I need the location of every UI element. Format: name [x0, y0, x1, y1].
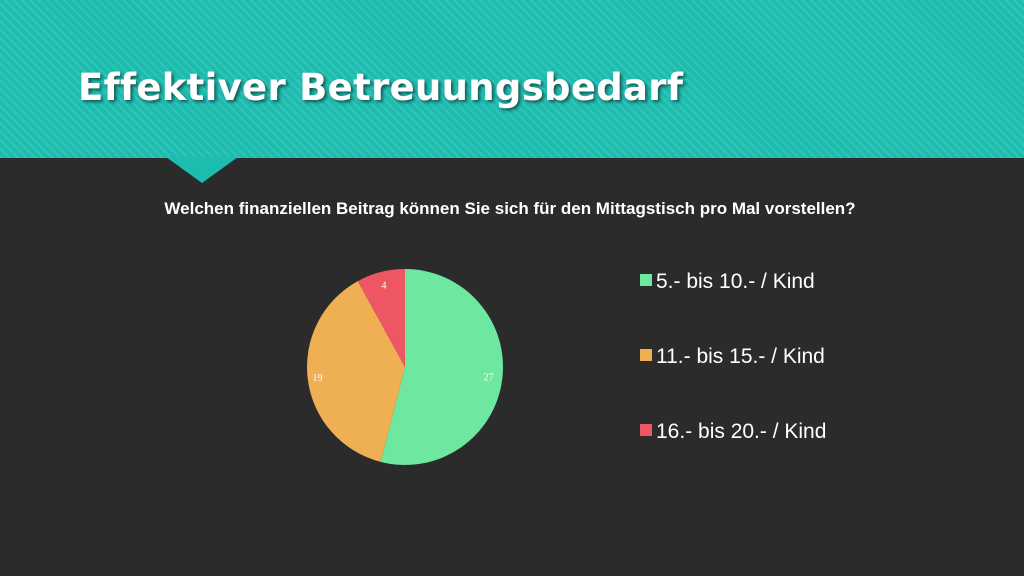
legend-item-1: 5.- bis 10.- / Kind: [640, 268, 940, 343]
legend-item-2: 11.- bis 15.- / Kind: [640, 343, 940, 418]
pie-data-label-2: 19: [312, 373, 322, 384]
header-notch: [166, 157, 238, 183]
pie-slice-2: [307, 281, 405, 462]
slide-title: Effektiver Betreuungsbedarf: [78, 66, 684, 109]
pie-data-label-3: 4: [382, 280, 387, 291]
legend-swatch: [640, 274, 652, 287]
legend-item-3: 16.- bis 20.- / Kind: [640, 418, 940, 493]
pie-data-label-1: 27: [484, 373, 494, 384]
legend-swatch: [640, 424, 652, 437]
pie-slice-1: [380, 269, 503, 465]
chart-legend: 5.- bis 10.- / Kind 11.- bis 15.- / Kind 1…: [640, 268, 940, 493]
pie-chart: 27 19 4: [307, 269, 503, 465]
legend-label: 11.- bis 15.- / Kind: [656, 345, 825, 368]
legend-swatch: [640, 349, 652, 362]
chart-title: Welchen finanziellen Beitrag können Sie …: [164, 199, 856, 218]
legend-label: 16.- bis 20.- / Kind: [656, 420, 827, 443]
pie-slice-3: [357, 269, 405, 367]
legend-label: 5.- bis 10.- / Kind: [656, 270, 815, 293]
header-banner: [0, 0, 1024, 158]
